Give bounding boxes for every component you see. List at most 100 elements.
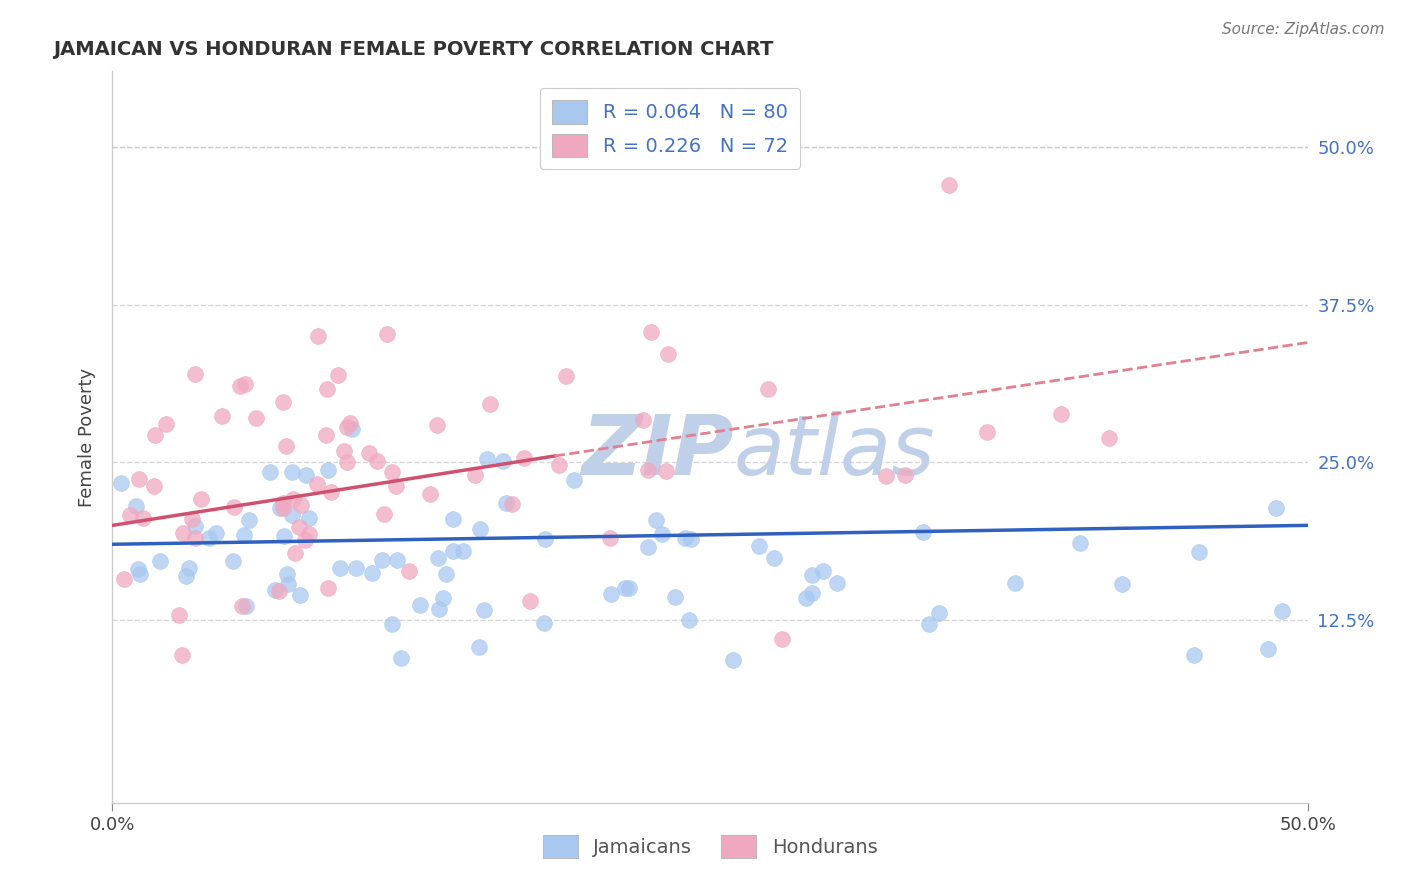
Point [478,397,501,411]
Point [316,463,339,477]
Point [1111,576,1133,591]
Point [825,575,848,590]
Point [1004,576,1026,591]
Point [721,653,744,667]
Point [756,382,779,396]
Point [513,450,536,465]
Point [464,467,486,482]
Point [475,452,498,467]
Point [233,377,256,392]
Point [294,533,316,547]
Point [316,581,339,595]
Point [231,599,253,614]
Point [938,178,960,192]
Point [271,500,294,515]
Point [245,411,267,425]
Point [555,369,578,384]
Point [344,561,367,575]
Point [336,420,359,434]
Point [280,508,302,523]
Point [381,465,404,479]
Point [681,532,703,546]
Point [211,409,233,423]
Point [673,531,696,545]
Point [426,418,449,433]
Point [1049,407,1071,421]
Point [1188,545,1211,559]
Point [184,367,207,381]
Text: Source: ZipAtlas.com: Source: ZipAtlas.com [1222,22,1385,37]
Point [976,425,998,440]
Point [172,526,194,541]
Point [269,500,291,515]
Point [918,617,941,632]
Point [167,607,190,622]
Point [644,513,666,527]
Point [613,581,636,595]
Text: ZIP: ZIP [581,411,734,492]
Point [298,511,321,525]
Point [336,455,359,469]
Point [657,347,679,361]
Point [128,472,150,486]
Point [370,553,392,567]
Point [326,368,349,382]
Point [342,422,364,436]
Point [232,527,254,541]
Point [360,566,382,580]
Point [288,588,311,602]
Point [640,325,662,339]
Point [263,583,285,598]
Point [911,524,934,539]
Point [678,613,700,627]
Point [235,599,257,613]
Point [110,476,132,491]
Point [174,569,197,583]
Point [128,566,150,581]
Point [519,593,541,607]
Point [277,576,299,591]
Point [434,566,457,581]
Point [290,498,312,512]
Point [288,519,311,533]
Point [548,458,571,472]
Point [170,648,193,663]
Point [373,507,395,521]
Point [333,444,356,458]
Point [664,590,686,604]
Point [149,554,172,568]
Point [495,496,517,510]
Point [1271,604,1294,618]
Point [928,607,950,621]
Point [637,540,659,554]
Point [748,539,770,553]
Point [131,511,153,525]
Point [315,428,337,442]
Point [120,508,142,523]
Point [177,561,200,575]
Point [441,512,464,526]
Point [190,491,212,506]
Point [385,478,408,492]
Point [238,513,260,527]
Point [259,465,281,479]
Point [274,438,297,452]
Point [375,326,398,341]
Point [441,543,464,558]
Point [359,445,381,459]
Point [184,518,207,533]
Text: JAMAICAN VS HONDURAN FEMALE POVERTY CORRELATION CHART: JAMAICAN VS HONDURAN FEMALE POVERTY CORR… [53,39,773,59]
Point [155,417,177,431]
Point [801,568,824,582]
Point [1264,501,1286,516]
Point [366,454,388,468]
Point [811,564,834,578]
Point [770,632,793,646]
Point [617,581,640,595]
Point [468,522,491,536]
Point [316,382,339,396]
Point [637,463,659,477]
Point [389,650,412,665]
Point [319,484,342,499]
Legend: Jamaicans, Hondurans: Jamaicans, Hondurans [534,827,886,866]
